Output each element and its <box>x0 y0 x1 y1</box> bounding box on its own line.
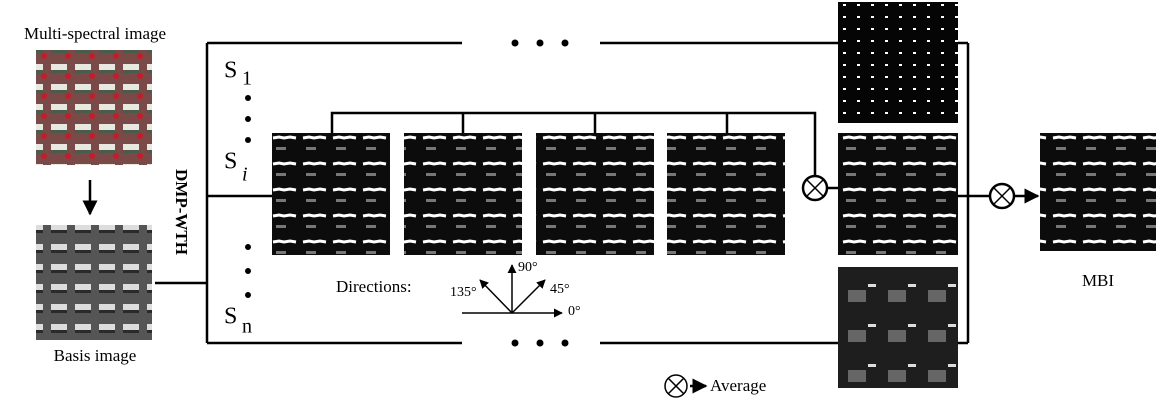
angle-label: 45° <box>550 282 570 297</box>
angle-label: 135° <box>450 285 477 300</box>
direction-image <box>404 133 522 255</box>
connector <box>155 43 209 343</box>
basis-label: Basis image <box>54 346 137 365</box>
operator-label: DMP-WTH <box>172 169 191 255</box>
scale-subscript: i <box>242 164 248 186</box>
scale-image <box>838 2 958 123</box>
scale-label: S <box>224 58 237 84</box>
direction-arrows <box>462 264 563 318</box>
legend-symbol <box>664 374 708 398</box>
scale-subscript: 1 <box>242 68 252 90</box>
input-label: Multi-spectral image <box>24 24 166 43</box>
connector <box>330 111 817 176</box>
ellipsis <box>245 39 569 347</box>
connector <box>958 41 990 345</box>
scale-label: S <box>224 149 237 175</box>
scale-image <box>838 267 958 388</box>
layout-graphics <box>36 2 1156 398</box>
direction-image <box>536 133 654 255</box>
direction-image <box>667 133 785 255</box>
angle-label: 0° <box>568 304 581 319</box>
direction-image <box>272 133 390 255</box>
average-operator <box>988 182 1016 210</box>
angle-label: 90° <box>518 260 538 275</box>
multispectral-image <box>36 50 152 165</box>
basis-image <box>36 225 152 340</box>
directions-label: Directions: <box>336 277 412 296</box>
mbi-image <box>1040 133 1156 251</box>
scale-subscript: n <box>242 316 252 338</box>
scale-label: S <box>224 304 237 330</box>
scale-image <box>838 133 958 255</box>
legend-label: Average <box>710 376 766 395</box>
output-label: MBI <box>1082 271 1114 290</box>
average-operator <box>801 174 829 202</box>
